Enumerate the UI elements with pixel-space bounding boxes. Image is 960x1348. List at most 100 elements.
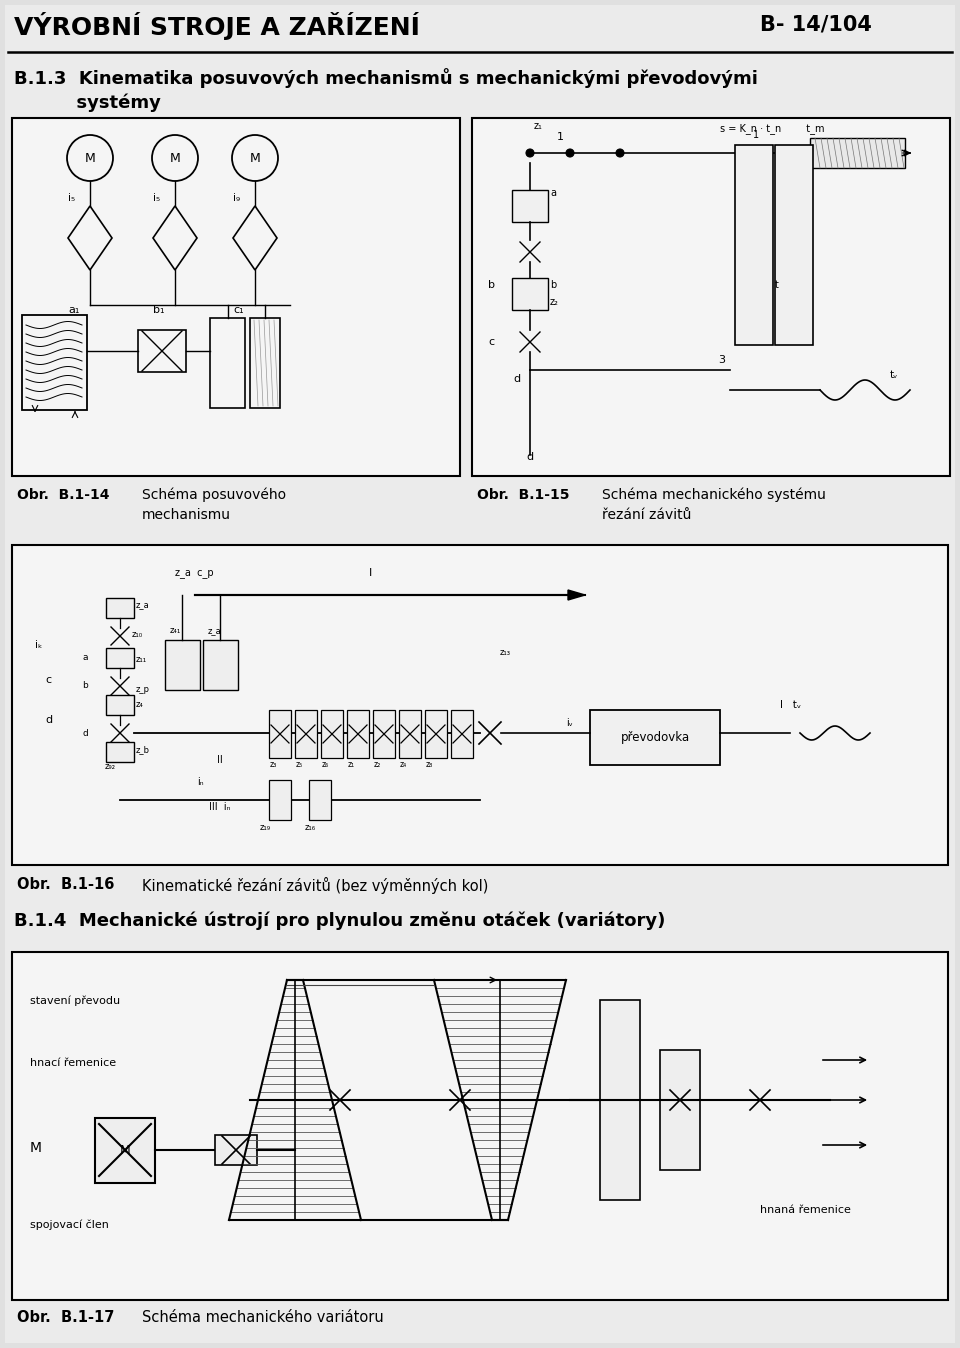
Text: i₉: i₉ [233, 193, 240, 204]
Text: z_a: z_a [136, 600, 150, 609]
Text: M: M [250, 151, 260, 164]
Bar [425, 710, 447, 758]
Text: z₁₀: z₁₀ [132, 630, 143, 639]
Text: z₁₉: z₁₉ [259, 824, 271, 832]
Text: d: d [526, 452, 534, 462]
Text: B- 14/104: B- 14/104 [760, 13, 872, 34]
Circle shape [67, 135, 113, 181]
Text: z₁₁: z₁₁ [136, 655, 147, 665]
Text: I   tᵥ: I tᵥ [780, 700, 802, 710]
Text: Schéma posuvového: Schéma posuvového [142, 488, 286, 503]
Bar [775, 146, 813, 345]
Bar [399, 710, 421, 758]
Text: a₁: a₁ [68, 305, 80, 315]
Text: d: d [83, 728, 88, 737]
Bar [590, 710, 720, 766]
Bar [106, 648, 134, 669]
Text: III  iₙ: III iₙ [209, 802, 230, 811]
Bar [12, 545, 948, 865]
Text: b: b [550, 280, 556, 290]
Bar [321, 710, 343, 758]
Text: z₄₁: z₄₁ [170, 625, 181, 635]
Bar [600, 1000, 640, 1200]
Bar [512, 278, 548, 310]
Bar [165, 640, 200, 690]
Text: Kinematické řezání závitů (bez výměnných kol): Kinematické řezání závitů (bez výměnných… [142, 878, 489, 894]
Bar [106, 696, 134, 714]
Bar [347, 710, 369, 758]
Circle shape [152, 135, 198, 181]
Text: stavení převodu: stavení převodu [30, 996, 120, 1007]
Bar [22, 315, 87, 410]
Bar [373, 710, 395, 758]
Text: a: a [83, 654, 88, 662]
Bar [269, 780, 291, 820]
Text: z₁₆: z₁₆ [304, 824, 316, 832]
Text: d: d [45, 714, 52, 725]
Text: mechanismu: mechanismu [142, 508, 231, 522]
Text: M: M [170, 151, 180, 164]
Text: iₙ: iₙ [197, 776, 204, 787]
Bar [660, 1050, 700, 1170]
Text: b: b [488, 280, 495, 290]
Bar [269, 710, 291, 758]
Text: Obr.  B.1-15: Obr. B.1-15 [477, 488, 569, 501]
Polygon shape [568, 590, 585, 600]
Text: z_p: z_p [136, 685, 150, 694]
Bar [106, 741, 134, 762]
Text: iᵥ: iᵥ [566, 718, 573, 728]
Text: hnací řemenice: hnací řemenice [30, 1058, 116, 1068]
Text: z₁₃: z₁₃ [500, 648, 511, 656]
Text: hnaná řemenice: hnaná řemenice [760, 1205, 851, 1215]
Bar [250, 318, 280, 408]
Text: z_a  c_p: z_a c_p [175, 568, 214, 578]
Text: 3: 3 [718, 355, 725, 365]
Text: i₅: i₅ [153, 193, 160, 204]
Polygon shape [153, 206, 197, 270]
Polygon shape [68, 206, 112, 270]
Text: VÝROBNÍ STROJE A ZAŘÍZENÍ: VÝROBNÍ STROJE A ZAŘÍZENÍ [14, 12, 420, 40]
Text: iₖ: iₖ [35, 640, 42, 650]
Bar [309, 780, 331, 820]
Text: z₁: z₁ [534, 121, 542, 131]
Text: a: a [550, 187, 556, 198]
Text: řezání závitů: řezání závitů [602, 508, 691, 522]
Bar [106, 599, 134, 617]
Bar [12, 119, 460, 476]
Text: z₈: z₈ [426, 760, 433, 768]
Bar [735, 146, 773, 345]
Text: Obr.  B.1-16: Obr. B.1-16 [17, 878, 114, 892]
Bar [210, 318, 245, 408]
Polygon shape [233, 206, 277, 270]
Text: Schéma mechanického systému: Schéma mechanického systému [602, 488, 826, 503]
Bar [295, 710, 317, 758]
Text: M: M [120, 1143, 131, 1157]
Text: z₄: z₄ [400, 760, 407, 768]
Bar [215, 1135, 257, 1165]
Text: i₅: i₅ [68, 193, 75, 204]
Text: z₆: z₆ [322, 760, 329, 768]
Bar [95, 1117, 155, 1184]
Text: z_a: z_a [208, 625, 222, 635]
Circle shape [616, 150, 624, 156]
Text: B.1.4  Mechanické ústrojí pro plynulou změnu otáček (variátory): B.1.4 Mechanické ústrojí pro plynulou zm… [14, 913, 665, 930]
Text: z₅: z₅ [296, 760, 303, 768]
Text: M: M [84, 151, 95, 164]
Circle shape [566, 150, 574, 156]
Bar [472, 119, 950, 476]
Text: t: t [775, 280, 779, 290]
Bar [512, 190, 548, 222]
Text: tᵥ: tᵥ [890, 369, 899, 380]
Circle shape [526, 150, 534, 156]
Text: Schéma mechanického variátoru: Schéma mechanického variátoru [142, 1310, 384, 1325]
Text: II: II [217, 755, 223, 766]
Text: 1: 1 [753, 129, 759, 140]
Text: c₁: c₁ [233, 305, 244, 315]
Text: Obr.  B.1-14: Obr. B.1-14 [17, 488, 109, 501]
Text: s = K_n · t_n        t_m: s = K_n · t_n t_m [720, 123, 825, 133]
Text: z₂: z₂ [550, 297, 559, 307]
Text: b: b [83, 682, 88, 690]
Text: B.1.3  Kinematika posuvových mechanismů s mechanickými převodovými: B.1.3 Kinematika posuvových mechanismů s… [14, 67, 757, 88]
Text: b₁: b₁ [153, 305, 164, 315]
Text: z₉₂: z₉₂ [105, 762, 115, 771]
